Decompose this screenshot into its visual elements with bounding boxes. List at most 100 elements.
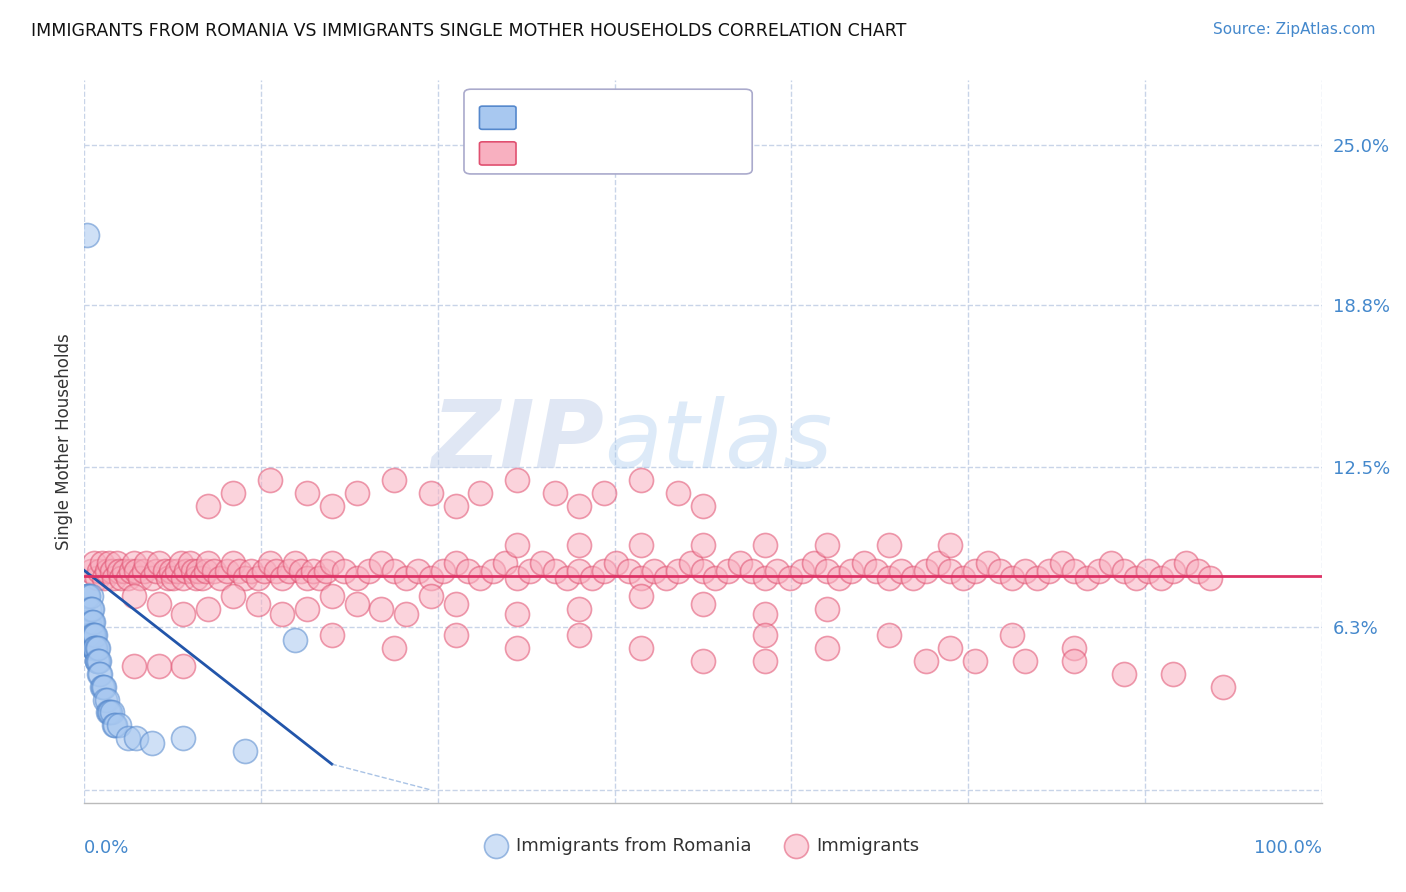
Point — [89, 654, 111, 668]
Point — [191, 571, 214, 585]
Point — [172, 571, 194, 585]
Point — [1112, 564, 1135, 578]
Point — [76, 615, 98, 630]
Point — [803, 556, 825, 570]
Point — [828, 571, 851, 585]
Point — [184, 571, 207, 585]
Point — [630, 590, 652, 604]
Text: R =  0.006  N = 149: R = 0.006 N = 149 — [524, 143, 706, 161]
Point — [157, 571, 180, 585]
Point — [630, 473, 652, 487]
Point — [246, 597, 269, 611]
Point — [125, 564, 148, 578]
Point — [83, 640, 105, 655]
Point — [122, 590, 145, 604]
Point — [593, 564, 616, 578]
Point — [754, 538, 776, 552]
Point — [76, 590, 98, 604]
Point — [77, 590, 100, 604]
Point — [444, 499, 467, 513]
Point — [290, 564, 312, 578]
Point — [108, 564, 131, 578]
Point — [80, 628, 103, 642]
Point — [506, 571, 529, 585]
Point — [82, 628, 104, 642]
Point — [89, 564, 111, 578]
Point — [172, 607, 194, 622]
Point — [93, 571, 115, 585]
Point — [321, 590, 343, 604]
Point — [408, 564, 430, 578]
Point — [457, 564, 479, 578]
Point — [605, 556, 627, 570]
Point — [246, 571, 269, 585]
Point — [841, 564, 863, 578]
Point — [692, 597, 714, 611]
Point — [643, 564, 665, 578]
Point — [253, 564, 276, 578]
Point — [117, 731, 139, 746]
Point — [197, 556, 219, 570]
Point — [815, 538, 838, 552]
Point — [90, 680, 112, 694]
Point — [444, 597, 467, 611]
Point — [1014, 564, 1036, 578]
Point — [100, 706, 122, 720]
Point — [194, 564, 217, 578]
Point — [87, 640, 110, 655]
Point — [754, 628, 776, 642]
Point — [1063, 564, 1085, 578]
Point — [692, 564, 714, 578]
Text: 100.0%: 100.0% — [1254, 838, 1322, 857]
Point — [308, 571, 330, 585]
Point — [382, 640, 405, 655]
Point — [197, 602, 219, 616]
Point — [277, 564, 299, 578]
Point — [382, 473, 405, 487]
Point — [80, 602, 103, 616]
Text: IMMIGRANTS FROM ROMANIA VS IMMIGRANTS SINGLE MOTHER HOUSEHOLDS CORRELATION CHART: IMMIGRANTS FROM ROMANIA VS IMMIGRANTS SI… — [31, 22, 907, 40]
Point — [914, 564, 936, 578]
Point — [89, 666, 111, 681]
Point — [939, 564, 962, 578]
Point — [1137, 564, 1160, 578]
Point — [80, 628, 103, 642]
Point — [1112, 666, 1135, 681]
Point — [79, 615, 101, 630]
Point — [754, 654, 776, 668]
Point — [679, 556, 702, 570]
Point — [82, 640, 104, 655]
Point — [79, 602, 101, 616]
Point — [1161, 564, 1184, 578]
Point — [1212, 680, 1234, 694]
Point — [98, 706, 121, 720]
Point — [112, 564, 135, 578]
Point — [903, 571, 925, 585]
Point — [84, 640, 107, 655]
Point — [1063, 640, 1085, 655]
Point — [1161, 666, 1184, 681]
Point — [815, 640, 838, 655]
Point — [79, 564, 101, 578]
Point — [132, 564, 155, 578]
Point — [98, 706, 121, 720]
Point — [259, 556, 281, 570]
Point — [555, 571, 578, 585]
Point — [346, 571, 368, 585]
Point — [240, 564, 263, 578]
Point — [346, 486, 368, 500]
Point — [79, 628, 101, 642]
Point — [568, 564, 591, 578]
Point — [630, 571, 652, 585]
Point — [80, 615, 103, 630]
Point — [86, 640, 108, 655]
Point — [153, 564, 176, 578]
Point — [83, 628, 105, 642]
Point — [84, 628, 107, 642]
Point — [271, 571, 294, 585]
Point — [939, 538, 962, 552]
Point — [382, 564, 405, 578]
Point — [370, 556, 392, 570]
Point — [284, 633, 307, 648]
Point — [135, 556, 157, 570]
